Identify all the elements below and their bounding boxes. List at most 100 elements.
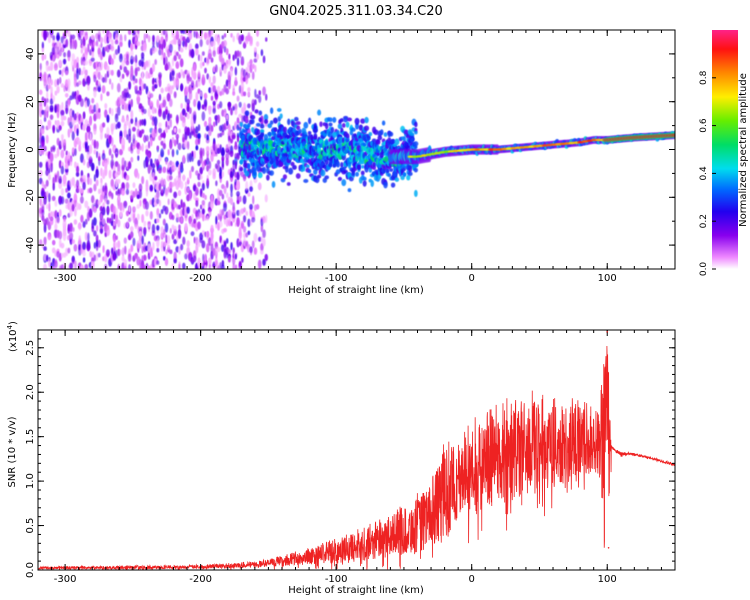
- spectrogram-cell: [265, 37, 268, 42]
- spectrogram-cell: [249, 59, 253, 65]
- spectrogram-cell: [160, 148, 164, 158]
- spectrogram-cell: [258, 110, 263, 116]
- spectrogram-cell: [151, 172, 156, 178]
- snr-y-label: SNR (10 * v/v): [7, 416, 18, 487]
- spectrogram-cell: [250, 114, 256, 120]
- spectrogram-cell: [110, 58, 114, 65]
- spectrogram-cell: [206, 215, 210, 221]
- spectrogram-cell: [256, 129, 261, 136]
- spectrogram-cell: [184, 181, 188, 187]
- spectrogram-cell: [201, 199, 206, 206]
- spectrogram-y-tick-label: 40: [25, 48, 36, 61]
- spectrogram-cell: [298, 129, 303, 134]
- spectrogram-cell: [121, 169, 125, 179]
- spectrogram-cell: [179, 58, 184, 68]
- spectrogram-cell: [335, 169, 341, 175]
- spectrogram-cell: [60, 165, 65, 175]
- spectrogram-cell: [153, 84, 158, 89]
- spectrogram-cell: [45, 31, 50, 38]
- spectrogram-cell: [141, 52, 145, 59]
- spectrogram-cell: [147, 164, 151, 175]
- spectrogram-cell: [307, 130, 312, 136]
- spectrogram-cell: [50, 162, 53, 173]
- spectrogram-cell: [190, 48, 195, 59]
- spectrogram-cell: [590, 138, 598, 142]
- spectrogram-cell: [74, 207, 77, 217]
- spectrogram-cell: [47, 84, 52, 90]
- spectrogram-cell: [162, 99, 167, 108]
- spectrogram-cell: [90, 34, 95, 40]
- spectrogram-cell: [227, 249, 232, 254]
- spectrogram-cell: [193, 99, 197, 108]
- spectrogram-cell: [93, 242, 97, 249]
- spectrogram-cell: [136, 66, 140, 72]
- spectrogram-cell: [97, 110, 101, 120]
- spectrogram-cell: [110, 159, 115, 169]
- spectrogram-cell: [242, 129, 248, 134]
- spectrogram-cell: [160, 226, 164, 234]
- spectrogram-cell: [143, 83, 147, 90]
- spectrogram-cell: [186, 74, 190, 85]
- spectrogram-cell: [117, 240, 121, 249]
- spectrogram-cell: [179, 47, 184, 53]
- spectrogram-cell: [39, 72, 43, 82]
- spectrogram-cell: [82, 181, 86, 191]
- spectrogram-cell: [258, 90, 262, 96]
- spectrogram-cell: [60, 196, 65, 205]
- spectrogram-cell: [73, 219, 78, 225]
- spectrogram-cell: [394, 177, 400, 182]
- spectrogram-cell: [64, 70, 69, 76]
- spectrogram-cell: [197, 221, 201, 230]
- spectrogram-cell: [162, 232, 167, 238]
- spectrogram-cell: [228, 53, 231, 60]
- spectrogram-cell: [97, 252, 101, 258]
- spectrogram-cell: [117, 248, 121, 257]
- spectrogram-cell: [139, 86, 142, 91]
- spectrogram-cell: [54, 79, 58, 88]
- spectrogram-cell: [177, 72, 182, 79]
- spectrogram-cell: [221, 155, 225, 162]
- spectrogram-cell: [203, 98, 208, 107]
- spectrogram-cell: [58, 144, 62, 150]
- spectrogram-cell: [63, 262, 67, 269]
- spectrogram-cell: [71, 255, 75, 262]
- spectrogram-cell: [45, 190, 49, 198]
- spectrogram-cell: [273, 117, 278, 124]
- spectrogram-cell: [210, 194, 214, 204]
- spectrogram-cell: [247, 103, 251, 109]
- spectrogram-cell: [62, 174, 67, 185]
- spectrogram-cell: [74, 148, 77, 157]
- spectrogram-cell: [118, 149, 123, 156]
- spectrogram-cell: [257, 259, 262, 269]
- spectrogram-cell: [86, 76, 91, 86]
- spectrogram-cell: [82, 111, 86, 120]
- spectrogram-cell: [71, 203, 75, 212]
- chart-title: GN04.2025.311.03.34.C20: [269, 4, 443, 19]
- spectrogram-cell: [347, 188, 352, 193]
- spectrogram-cell: [223, 33, 227, 38]
- spectrogram-cell: [275, 155, 280, 162]
- spectrogram-cell: [260, 49, 264, 57]
- spectrogram-cell: [201, 51, 205, 56]
- spectrogram-cell: [39, 62, 42, 71]
- spectrogram-cell: [79, 195, 84, 204]
- spectrogram-cell: [256, 30, 260, 37]
- spectrogram-cell: [402, 172, 407, 178]
- spectrogram-cell: [158, 93, 162, 101]
- spectrogram-cell: [43, 145, 47, 152]
- spectrogram-cell: [116, 83, 121, 93]
- spectrogram-cell: [188, 152, 192, 163]
- spectrogram-cell: [389, 131, 394, 137]
- spectrogram-cell: [225, 157, 229, 167]
- snr-peak-point: [606, 330, 609, 333]
- spectrogram-cell: [136, 240, 141, 249]
- spectrogram-cell: [154, 58, 158, 66]
- colorbar-label: Normalized spectral amplitude: [738, 73, 749, 227]
- spectrogram-cell: [61, 101, 64, 110]
- spectrogram-cell: [165, 109, 168, 115]
- snr-series-line: [38, 345, 675, 570]
- spectrogram-cell: [595, 138, 602, 142]
- spectrogram-cell: [264, 253, 268, 262]
- spectrogram-cell: [90, 162, 95, 172]
- spectrogram-cell: [328, 122, 333, 127]
